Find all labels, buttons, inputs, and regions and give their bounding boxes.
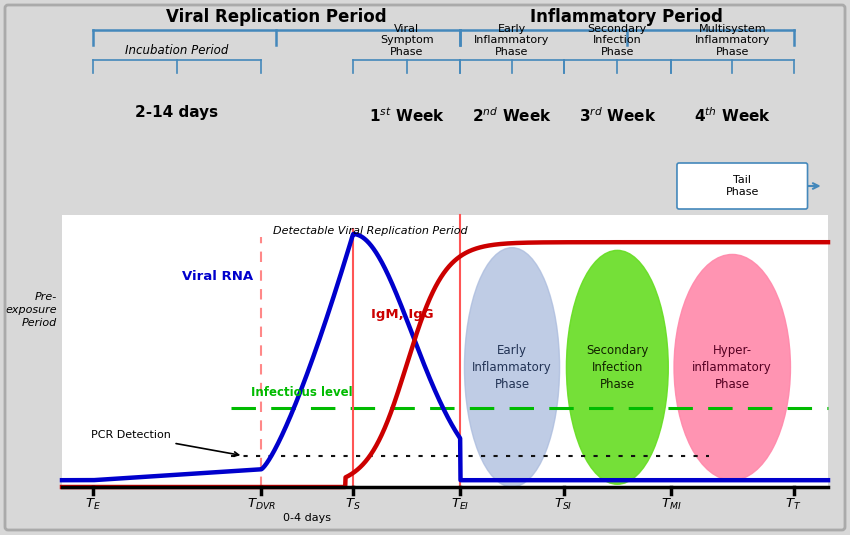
Text: Incubation Period: Incubation Period	[125, 44, 229, 57]
Text: Viral RNA: Viral RNA	[182, 270, 253, 283]
Text: 3$^{rd}$ Week: 3$^{rd}$ Week	[579, 106, 656, 125]
Text: PCR Detection: PCR Detection	[91, 430, 239, 456]
Text: Hyper-
inflammatory
Phase: Hyper- inflammatory Phase	[693, 344, 772, 391]
Ellipse shape	[674, 255, 791, 480]
Text: 2$^{nd}$ Week: 2$^{nd}$ Week	[472, 106, 552, 125]
Ellipse shape	[566, 250, 668, 484]
Ellipse shape	[464, 248, 559, 487]
Text: Secondary
Infection
Phase: Secondary Infection Phase	[586, 344, 649, 391]
Text: Secondary
Infection
Phase: Secondary Infection Phase	[587, 24, 647, 57]
Text: Multisystem
Inflammatory
Phase: Multisystem Inflammatory Phase	[694, 24, 770, 57]
Text: Infectious level: Infectious level	[251, 386, 353, 399]
Text: $T_{MI}$: $T_{MI}$	[660, 497, 681, 512]
Text: Viral
Symptom
Phase: Viral Symptom Phase	[380, 24, 434, 57]
Bar	[62, 215, 828, 487]
Text: 1$^{st}$ Week: 1$^{st}$ Week	[369, 106, 445, 125]
Text: $T_S$: $T_S$	[345, 497, 361, 512]
Text: Pre-
exposure
Period: Pre- exposure Period	[5, 292, 57, 328]
Text: $T_{DVR}$: $T_{DVR}$	[246, 497, 275, 512]
Text: $T_{SI}$: $T_{SI}$	[554, 497, 573, 512]
Text: IgM, IgG: IgM, IgG	[371, 308, 434, 322]
Text: Early
Inflammatory
Phase: Early Inflammatory Phase	[474, 24, 550, 57]
Text: Inflammatory Period: Inflammatory Period	[530, 8, 723, 26]
Text: Detectable Viral Replication Period: Detectable Viral Replication Period	[274, 226, 468, 236]
Text: 4$^{th}$ Week: 4$^{th}$ Week	[694, 106, 771, 125]
Text: 2-14 days: 2-14 days	[135, 105, 218, 120]
Text: Tail
Phase: Tail Phase	[726, 175, 759, 197]
Text: 0-4 days: 0-4 days	[283, 513, 332, 523]
Text: Viral Replication Period: Viral Replication Period	[166, 8, 387, 26]
Text: $T_T$: $T_T$	[785, 497, 802, 512]
FancyBboxPatch shape	[677, 163, 808, 209]
Text: $T_E$: $T_E$	[85, 497, 100, 512]
Text: $T_{EI}$: $T_{EI}$	[451, 497, 469, 512]
Text: Early
Inflammatory
Phase: Early Inflammatory Phase	[472, 344, 552, 391]
